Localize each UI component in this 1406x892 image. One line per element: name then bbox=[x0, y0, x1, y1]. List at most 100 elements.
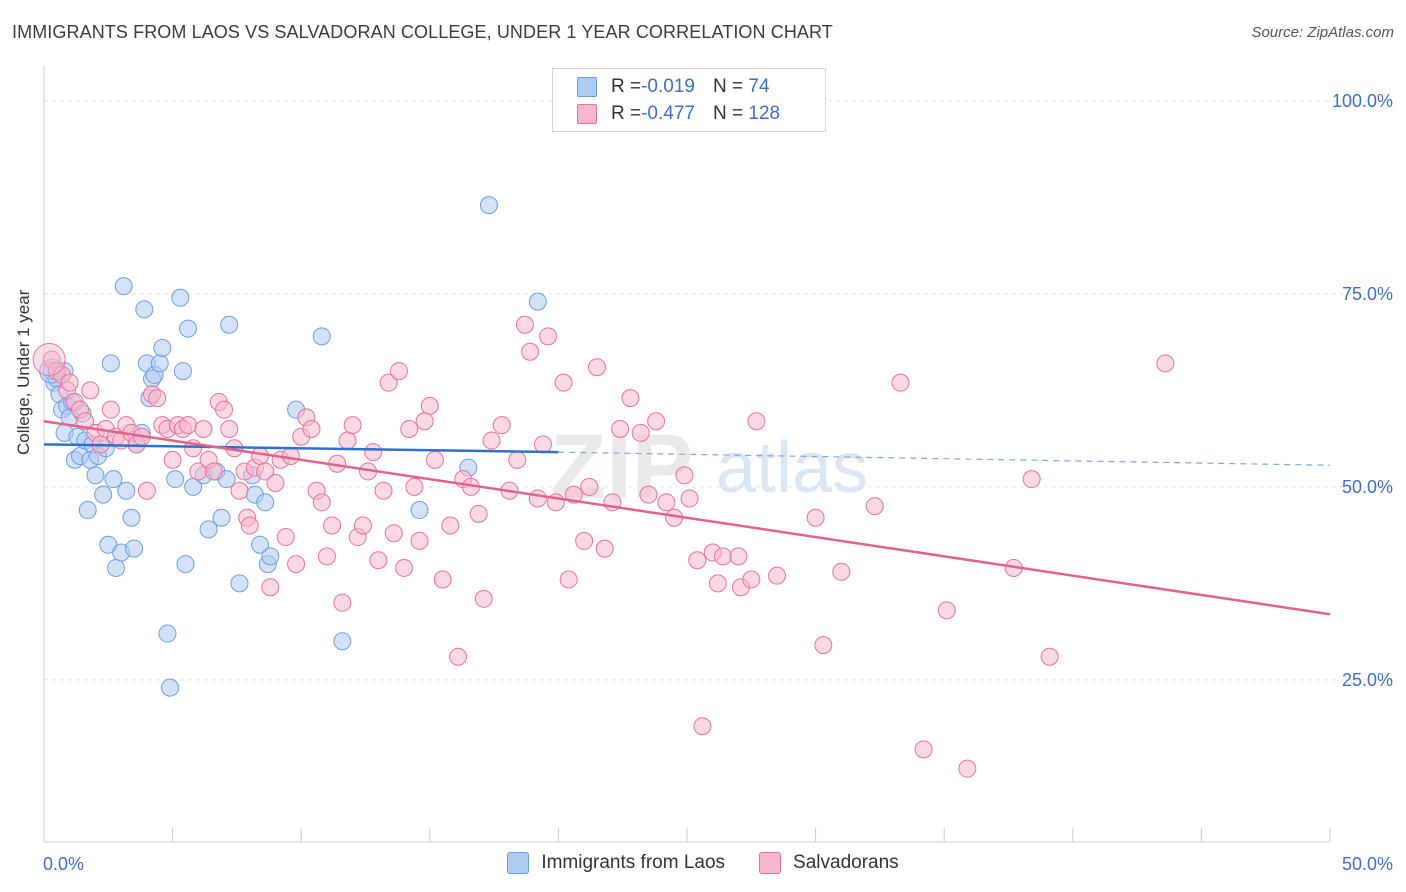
y-tick-label: 75.0% bbox=[1342, 284, 1393, 304]
point-laos bbox=[251, 535, 270, 554]
legend-r-value: -0.477 bbox=[641, 103, 695, 124]
legend-label-laos: Immigrants from Laos bbox=[541, 852, 726, 873]
point-salvadorans bbox=[333, 593, 352, 612]
point-salvadorans bbox=[533, 435, 552, 454]
legend-n-value: 128 bbox=[748, 103, 781, 124]
point-salvadorans bbox=[631, 423, 650, 442]
x-tick-label: 0.0% bbox=[43, 854, 84, 874]
point-salvadorans bbox=[287, 555, 306, 574]
point-salvadorans bbox=[204, 462, 223, 481]
legend-n-label: N = bbox=[712, 103, 744, 124]
x-tick-label: 50.0% bbox=[1342, 854, 1393, 874]
point-salvadorans bbox=[647, 412, 666, 431]
point-laos bbox=[173, 362, 192, 381]
point-salvadorans bbox=[708, 574, 727, 593]
point-laos bbox=[179, 319, 198, 338]
point-salvadorans bbox=[1156, 354, 1175, 373]
axes bbox=[43, 66, 1331, 843]
point-laos bbox=[117, 481, 136, 500]
point-salvadorans bbox=[675, 466, 694, 485]
point-salvadorans bbox=[389, 362, 408, 381]
point-salvadorans bbox=[680, 489, 699, 508]
point-salvadorans bbox=[482, 431, 501, 450]
point-salvadorans bbox=[768, 566, 787, 585]
point-laos bbox=[158, 624, 177, 643]
point-salvadorans bbox=[266, 474, 285, 493]
point-salvadorans bbox=[559, 570, 578, 589]
legend-r-value: -0.019 bbox=[641, 76, 695, 97]
point-salvadorans bbox=[220, 419, 239, 438]
legend-item-laos[interactable]: Immigrants from Laos bbox=[507, 852, 725, 874]
point-laos bbox=[135, 300, 154, 319]
point-salvadorans bbox=[587, 358, 606, 377]
point-salvadorans bbox=[1040, 647, 1059, 666]
y-axis-label: College, Under 1 year bbox=[14, 289, 33, 455]
point-salvadorans bbox=[379, 373, 398, 392]
point-salvadorans bbox=[32, 343, 66, 376]
point-laos bbox=[312, 327, 331, 346]
point-salvadorans bbox=[564, 485, 583, 504]
point-salvadorans bbox=[508, 450, 527, 469]
point-laos bbox=[176, 555, 195, 574]
point-salvadorans bbox=[230, 481, 249, 500]
point-salvadorans bbox=[364, 443, 383, 462]
point-salvadorans bbox=[76, 412, 95, 431]
point-salvadorans bbox=[554, 373, 573, 392]
point-salvadorans bbox=[492, 416, 511, 435]
point-salvadorans bbox=[410, 531, 429, 550]
point-salvadorans bbox=[611, 419, 630, 438]
legend-r-label: R = bbox=[611, 76, 642, 97]
point-salvadorans bbox=[657, 493, 676, 512]
point-salvadorans bbox=[688, 551, 707, 570]
point-salvadorans bbox=[425, 450, 444, 469]
point-salvadorans bbox=[449, 647, 468, 666]
point-salvadorans bbox=[469, 504, 488, 523]
point-laos bbox=[166, 470, 185, 489]
point-salvadorans bbox=[714, 547, 733, 566]
point-salvadorans bbox=[639, 485, 658, 504]
trend-line-laos-extension bbox=[558, 451, 1331, 466]
point-salvadorans bbox=[958, 759, 977, 778]
point-salvadorans bbox=[261, 578, 280, 597]
point-salvadorans bbox=[148, 389, 167, 408]
point-salvadorans bbox=[276, 528, 295, 547]
point-salvadorans bbox=[405, 477, 424, 496]
series-salvadorans-points bbox=[32, 315, 1175, 778]
point-laos bbox=[230, 574, 249, 593]
point-salvadorans bbox=[621, 389, 640, 408]
legend-label-salvadorans: Salvadorans bbox=[793, 852, 899, 873]
point-laos bbox=[104, 470, 123, 489]
legend-row-laos: R = -0.019 N = 74 bbox=[577, 75, 770, 99]
point-salvadorans bbox=[539, 327, 558, 346]
point-laos bbox=[479, 196, 498, 215]
series-legend: Immigrants from Laos Salvadorans bbox=[0, 852, 1406, 874]
point-salvadorans bbox=[1022, 470, 1041, 489]
trend-lines bbox=[43, 420, 1331, 616]
legend-n-label: N = bbox=[712, 76, 744, 97]
point-salvadorans bbox=[441, 516, 460, 535]
point-salvadorans bbox=[474, 589, 493, 608]
point-laos bbox=[94, 485, 113, 504]
point-laos bbox=[150, 354, 169, 373]
point-laos bbox=[122, 508, 141, 527]
legend-row-salvadorans: R = -0.477 N = 128 bbox=[577, 102, 780, 126]
point-salvadorans bbox=[814, 636, 833, 655]
point-salvadorans bbox=[891, 373, 910, 392]
legend-item-salvadorans[interactable]: Salvadorans bbox=[759, 852, 899, 874]
point-salvadorans bbox=[865, 497, 884, 516]
legend-r-label: R = bbox=[611, 103, 642, 124]
point-salvadorans bbox=[806, 508, 825, 527]
legend-swatch-salvadorans bbox=[577, 104, 597, 124]
point-laos bbox=[333, 632, 352, 651]
stats-legend: R = -0.019 N = 74 R = -0.477 N = 128 bbox=[552, 68, 826, 132]
point-salvadorans bbox=[251, 447, 270, 465]
point-salvadorans bbox=[323, 516, 342, 535]
legend-swatch-salvadorans bbox=[759, 852, 782, 874]
legend-swatch-laos bbox=[577, 77, 597, 97]
point-laos bbox=[220, 315, 239, 334]
watermark-atlas: atlas bbox=[716, 428, 868, 508]
legend-swatch-laos bbox=[507, 852, 530, 874]
point-salvadorans bbox=[420, 396, 439, 415]
y-tick-label: 100.0% bbox=[1332, 91, 1393, 111]
